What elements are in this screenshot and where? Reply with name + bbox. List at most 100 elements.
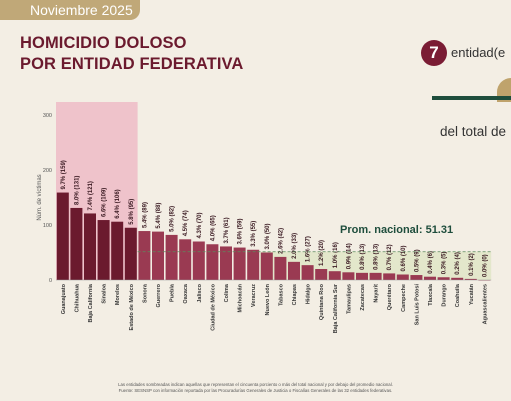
category-label: Puebla [170, 283, 176, 302]
category-label: Guerrero [156, 283, 162, 307]
bar [424, 276, 436, 280]
bar [383, 273, 396, 280]
category-label: Sonora [142, 283, 148, 303]
y-tick-label: 300 [43, 113, 52, 119]
bar [464, 278, 477, 280]
data-label: 3.0% (50) [265, 223, 271, 249]
data-label: 7.4% (121) [88, 181, 94, 210]
category-label: Ciudad de México [210, 283, 216, 330]
category-label: Quintana Roo [319, 283, 325, 320]
category-label: Chiapas [292, 284, 298, 305]
data-label: 2.0% (33) [292, 233, 298, 259]
category-label: Morelos [115, 284, 121, 305]
data-label: 5.4% (88) [156, 203, 162, 229]
data-label: 1.0% (16) [333, 242, 339, 268]
bar [206, 244, 219, 280]
y-axis-label: Núm. de víctimas [37, 174, 43, 220]
title-line-2: POR ENTIDAD FEDERATIVA [20, 55, 244, 73]
bar [165, 234, 178, 280]
category-label: Nuevo León [265, 283, 271, 315]
category-label: Veracruz [251, 284, 257, 307]
bar [437, 277, 450, 280]
category-label: San Luis Potosí [414, 284, 420, 326]
bar [260, 252, 273, 280]
page-title: HOMICIDIO DOLOSO POR ENTIDAD FEDERATIVA [20, 33, 243, 75]
data-label: 4.5% (74) [183, 210, 189, 236]
category-label: Sinaloa [102, 283, 108, 304]
bar [356, 272, 368, 280]
data-label: 5.0% (82) [170, 206, 176, 232]
category-label: Tabasco [278, 283, 284, 306]
decorative-divider [432, 96, 511, 100]
category-label: Estado de México [129, 283, 135, 330]
bar [328, 271, 341, 280]
highlight-band [56, 102, 138, 280]
data-label: 6.4% (106) [115, 189, 121, 218]
bar [274, 256, 287, 280]
bar [369, 272, 382, 280]
category-label: Oaxaca [183, 283, 189, 304]
data-label: 0.7% (12) [387, 244, 393, 270]
data-label: 1.2% (20) [319, 240, 325, 266]
right-subtitle: del total de [440, 124, 507, 139]
y-tick-label: 200 [43, 168, 52, 174]
category-label: Aguascalientes [482, 284, 488, 324]
bar [288, 261, 300, 280]
data-label: 3.7% (61) [224, 217, 230, 243]
category-label: Tlaxcala [428, 283, 434, 306]
category-label: Chihuahua [74, 283, 80, 312]
data-label: 8.0% (131) [74, 176, 80, 205]
data-label: 0.8% (13) [360, 244, 366, 270]
entity-count-badge: 7 [421, 40, 447, 66]
data-label: 0.2% (4) [455, 252, 461, 275]
data-label: 0.5% (9) [414, 249, 420, 272]
category-label: Coahuila [455, 283, 461, 307]
bar [315, 269, 328, 280]
data-label: 9.7% (159) [61, 160, 67, 189]
bar [410, 275, 423, 280]
category-label: Durango [442, 283, 448, 306]
bar [233, 247, 246, 280]
category-label: Jalisco [197, 283, 203, 302]
bar [247, 249, 260, 280]
bar [192, 241, 205, 280]
bar [451, 277, 464, 280]
footnote-1: Las entidades sombreadas indican aquella… [118, 382, 393, 387]
data-label: 0.3% (5) [442, 252, 448, 275]
category-label: Michoacán [238, 283, 244, 312]
category-label: Querétaro [387, 283, 393, 310]
category-label: Baja California [88, 283, 94, 322]
bar [111, 221, 124, 280]
bar [84, 213, 96, 280]
bar [301, 265, 314, 280]
data-label: 0.0% (0) [482, 254, 488, 277]
y-tick-label: 100 [43, 223, 52, 229]
data-label: 0.4% (6) [428, 251, 434, 274]
bar [342, 272, 355, 280]
bar [152, 231, 164, 280]
data-label: 0.6% (10) [401, 245, 407, 271]
badge-label: entidad(e [451, 45, 506, 60]
y-tick-label: 0 [49, 278, 52, 284]
bar [138, 231, 151, 280]
data-label: 3.6% (59) [238, 219, 244, 245]
bar [179, 239, 192, 280]
data-label: 0.9% (14) [346, 243, 352, 269]
month-tag: Noviembre 2025 [0, 0, 140, 20]
bar [56, 192, 69, 280]
bar [220, 246, 232, 280]
average-label: Prom. nacional: 51.31 [340, 224, 453, 236]
data-label: 6.6% (109) [102, 188, 108, 217]
footnote-2: Fuente: SESNSP con información reportada… [118, 388, 393, 393]
category-label: Guanajuato [61, 283, 67, 314]
data-label: 5.8% (95) [129, 199, 135, 225]
month-tag-text: Noviembre 2025 [30, 2, 133, 18]
data-label: 1.6% (27) [306, 236, 312, 262]
category-label: Baja California Sur [333, 283, 339, 333]
bar [124, 227, 137, 280]
bar [70, 207, 83, 280]
category-label: Tamaulipas [346, 284, 352, 314]
bar [97, 220, 110, 280]
category-label: Colima [224, 283, 230, 302]
